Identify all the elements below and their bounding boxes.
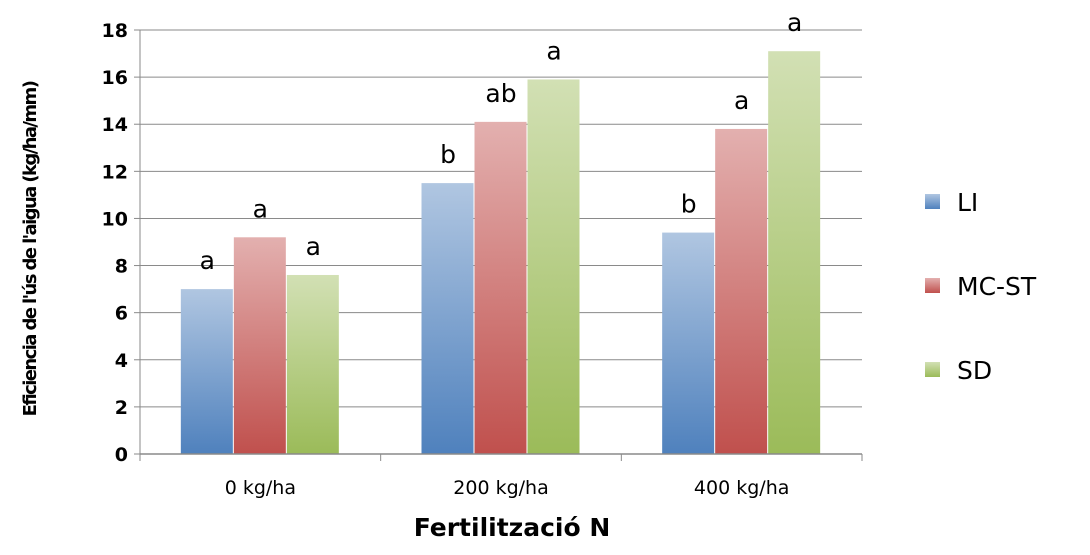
bar-sd-0 <box>286 274 339 454</box>
x-tick-label: 200 kg/ha <box>453 477 548 499</box>
bar-li-0 <box>180 289 233 454</box>
y-tick-label: 8 <box>115 256 128 278</box>
legend: LI MC-ST SD <box>925 188 1037 385</box>
y-tick-label: 14 <box>102 114 128 136</box>
legend-label-li: LI <box>957 188 978 217</box>
legend-swatch-li <box>925 194 940 209</box>
significance-label: a <box>253 194 268 223</box>
y-tick-label: 18 <box>102 20 128 42</box>
y-tick-label: 6 <box>115 303 128 325</box>
y-axis-ticks: 0 2 4 6 8 10 12 14 16 18 <box>102 20 140 466</box>
y-tick-label: 12 <box>102 161 128 183</box>
y-tick-label: 0 <box>115 444 128 466</box>
bar-sd-1 <box>527 79 580 454</box>
y-tick-label: 16 <box>102 67 128 89</box>
x-axis-label: Fertilització N <box>414 513 611 542</box>
y-axis-label: Eficiencia de l'ús de l'aigua (kg/ha/mm) <box>20 81 41 416</box>
x-tick-label: 400 kg/ha <box>694 477 789 499</box>
legend-label-sd: SD <box>957 356 992 385</box>
legend-swatch-sd <box>925 362 940 377</box>
y-tick-label: 2 <box>115 397 128 419</box>
bar-mc-st-0 <box>233 237 286 454</box>
significance-label: a <box>734 86 749 115</box>
significance-label: a <box>200 246 215 275</box>
legend-swatch-mc-st <box>925 278 940 293</box>
x-tick-label: 0 kg/ha <box>225 477 296 499</box>
bar-sd-2 <box>768 51 821 454</box>
significance-label: b <box>681 190 697 219</box>
bar-mc-st-1 <box>474 121 527 454</box>
y-tick-label: 10 <box>102 208 128 230</box>
bar-mc-st-2 <box>715 128 768 454</box>
significance-label: a <box>787 8 802 37</box>
significance-label: a <box>306 232 321 261</box>
x-axis: 0 kg/ha 200 kg/ha 400 kg/ha <box>139 30 863 499</box>
y-tick-label: 4 <box>115 350 128 372</box>
significance-label: ab <box>485 79 516 108</box>
bar-li-2 <box>662 232 715 454</box>
bar-li-1 <box>421 183 474 454</box>
legend-label-mc-st: MC-ST <box>957 272 1037 301</box>
significance-label: a <box>546 36 561 65</box>
significance-label: b <box>440 140 456 169</box>
bars <box>180 51 821 454</box>
